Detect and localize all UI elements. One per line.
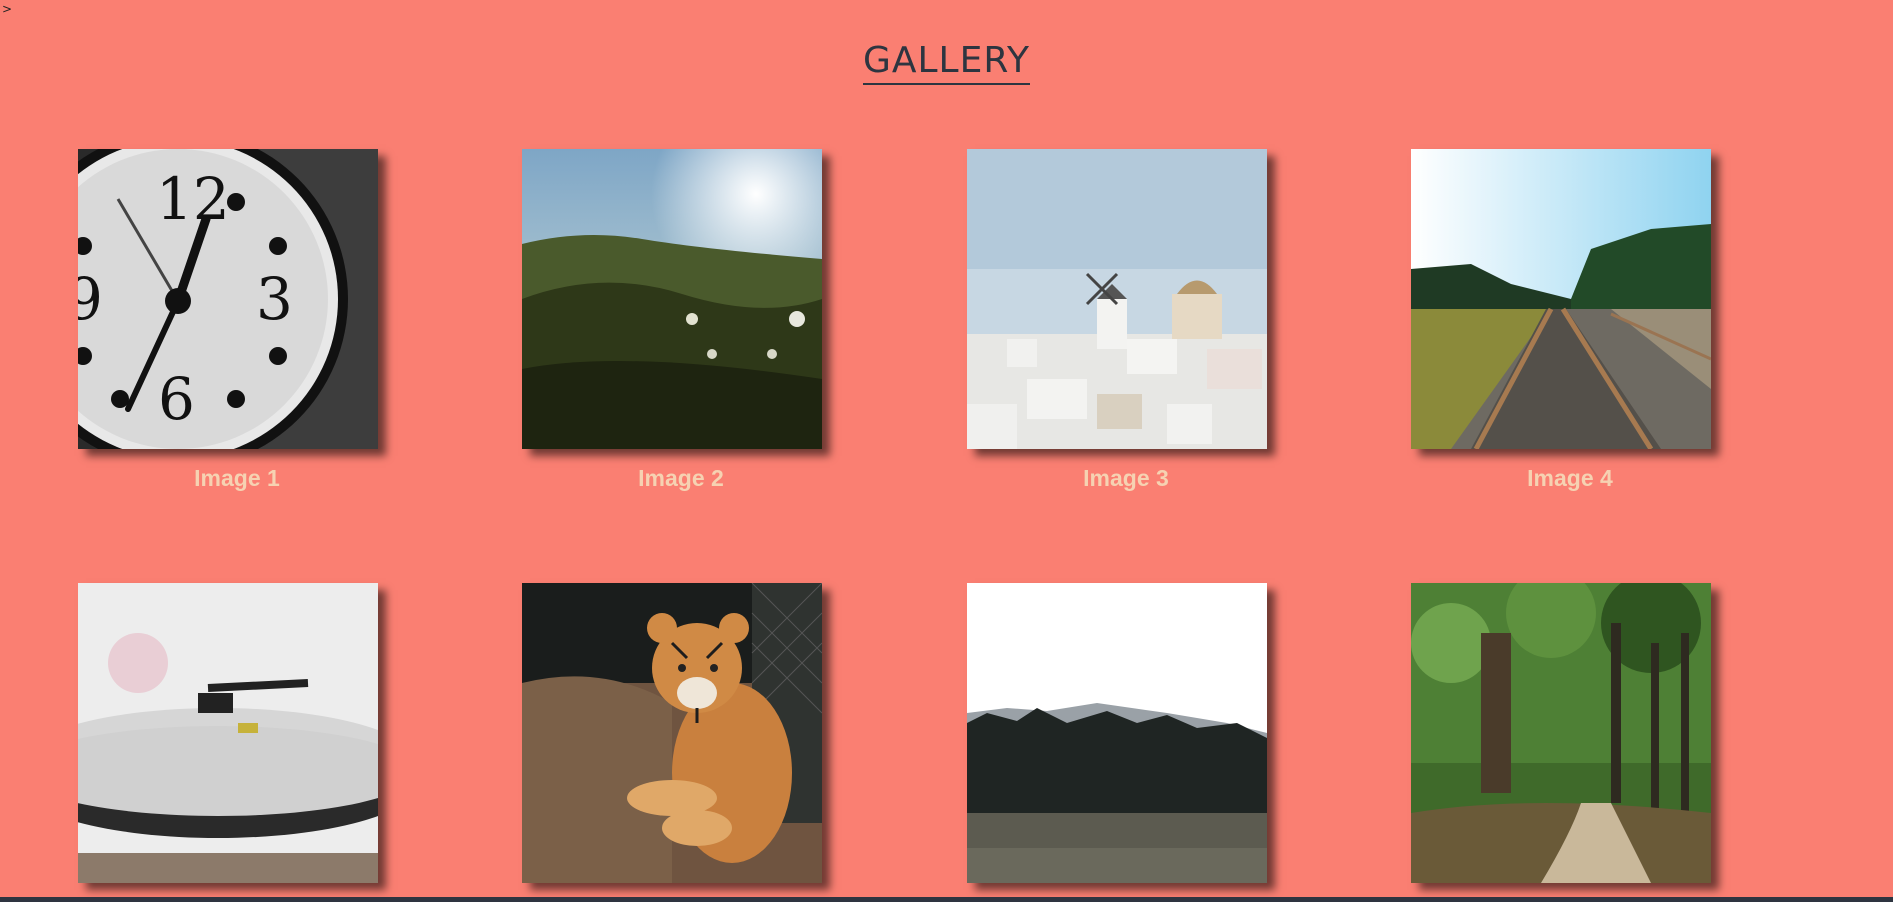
image-caption: Image 2 <box>522 465 840 492</box>
gallery-item[interactable]: Image 3 <box>967 149 1267 492</box>
record-player-photo[interactable] <box>78 583 378 883</box>
image-caption: Image 1 <box>78 465 396 492</box>
gallery-item[interactable] <box>967 583 1267 899</box>
grass-field-photo[interactable] <box>522 149 822 449</box>
svg-text:9: 9 <box>78 265 103 333</box>
image-caption: Image 4 <box>1411 465 1729 492</box>
image-caption: Image 3 <box>967 465 1285 492</box>
pine-forest-hill-photo[interactable] <box>967 583 1267 883</box>
railroad-tracks-photo[interactable] <box>1411 149 1711 449</box>
bottom-bar <box>0 897 1893 902</box>
tiger-photo[interactable] <box>522 583 822 883</box>
svg-text:3: 3 <box>256 265 293 333</box>
gallery-item[interactable]: Image 2 <box>522 149 822 492</box>
page-title-container: GALLERY <box>0 40 1893 85</box>
clock-photo[interactable]: 12 3 6 9 <box>78 149 378 449</box>
forest-path-photo[interactable] <box>1411 583 1711 883</box>
svg-text:6: 6 <box>158 365 195 433</box>
stray-text: > <box>2 2 12 16</box>
gallery-item[interactable] <box>78 583 378 899</box>
white-village-photo[interactable] <box>967 149 1267 449</box>
gallery-item[interactable] <box>522 583 822 899</box>
gallery-item[interactable]: Image 4 <box>1411 149 1711 492</box>
gallery-item[interactable] <box>1411 583 1711 899</box>
page-title: GALLERY <box>863 40 1030 85</box>
gallery-item[interactable]: 12 3 6 9 Image 1 <box>78 149 378 492</box>
svg-text:12: 12 <box>156 165 230 233</box>
